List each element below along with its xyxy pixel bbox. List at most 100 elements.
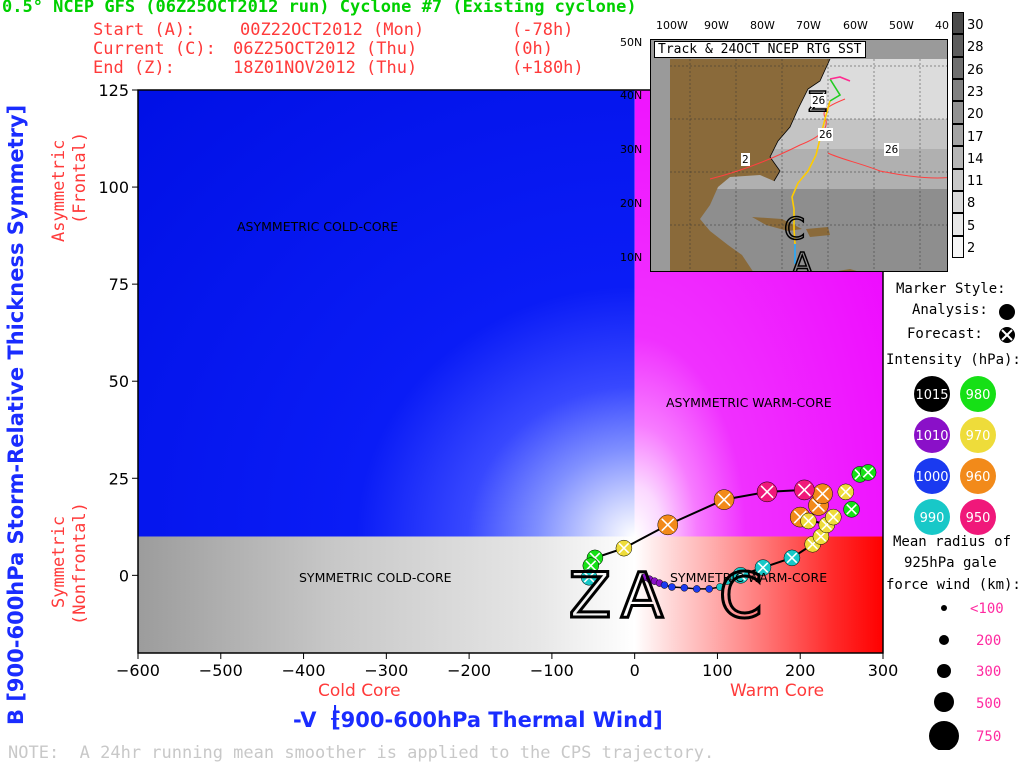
legend-intensity-label: 990 xyxy=(920,511,945,526)
x-tick-label: −500 xyxy=(199,661,243,680)
legend-intensity-960: 960 xyxy=(960,458,996,494)
y-tick-label: 0 xyxy=(119,566,129,585)
x-tick-label: −200 xyxy=(447,661,491,680)
forecast-point xyxy=(615,539,633,557)
colorbar-label: 23 xyxy=(967,84,984,100)
analysis-point xyxy=(668,583,676,591)
legend-intensity-950: 950 xyxy=(960,499,996,535)
inset-lon-5: 50W xyxy=(889,19,914,32)
x-axis-label-sup: L xyxy=(333,703,341,716)
legend-analysis-label: Analysis: xyxy=(912,302,988,318)
legend-radius-4: 750 xyxy=(976,729,1002,745)
legend-intensity-title: Intensity (hPa): xyxy=(886,352,1021,368)
colorbar-segment xyxy=(952,146,964,169)
start-offset: (-78h) xyxy=(512,20,574,40)
forecast-point xyxy=(713,489,735,510)
x-left-label: Cold Core xyxy=(318,681,401,701)
trajectory-letter-z: Z xyxy=(569,559,611,632)
x-axis-label-sub: T xyxy=(331,716,340,730)
analysis-point xyxy=(723,577,732,585)
legend-intensity-1015: 1015 xyxy=(914,376,950,412)
legend-radius-marker xyxy=(941,605,947,611)
inset-letter-a: A xyxy=(792,247,813,272)
legend-intensity-label: 1010 xyxy=(915,429,948,444)
y-axis-label: B [900-600hPa Storm-Relative Thickness S… xyxy=(4,104,28,725)
legend-intensity-label: 1000 xyxy=(915,470,948,485)
colorbar-segment xyxy=(952,34,964,57)
sst-label-3: 26 xyxy=(884,143,900,156)
y-tick-label: 50 xyxy=(109,372,129,391)
forecast-point xyxy=(843,501,860,518)
colorbar-segment xyxy=(952,79,964,102)
colorbar-label: 14 xyxy=(967,151,984,167)
legend-forecast-marker xyxy=(999,327,1015,343)
inset-lon-0: 100W xyxy=(656,19,688,32)
forecast-point xyxy=(754,559,772,576)
colorbar-label: 5 xyxy=(967,218,976,234)
analysis-point xyxy=(705,585,713,593)
forecast-point xyxy=(783,549,801,567)
colorbar-label: 30 xyxy=(967,18,984,33)
colorbar-segment xyxy=(952,123,964,147)
inset-lon-2: 80W xyxy=(750,19,775,32)
inset-map: A C Z xyxy=(650,39,948,272)
legend-radius-title-1: Mean radius of xyxy=(893,534,1012,550)
analysis-point xyxy=(693,585,701,593)
inset-map-drawing: A C Z xyxy=(670,58,947,272)
forecast-point xyxy=(800,512,817,530)
x-tick-label: 200 xyxy=(785,661,816,680)
legend-marker-style-title: Marker Style: xyxy=(896,281,1006,297)
inset-lat-2: 30N xyxy=(620,143,643,156)
legend-radius-marker xyxy=(937,664,951,678)
legend-intensity-label: 950 xyxy=(966,511,991,526)
quadrant-ll-label: SYMMETRIC COLD-CORE xyxy=(299,570,452,585)
legend-radius-marker xyxy=(934,692,954,712)
footer-note: NOTE: A 24hr running mean smoother is ap… xyxy=(8,743,715,763)
colorbar-segment xyxy=(952,190,964,214)
sst-label-2: 26 xyxy=(818,128,834,141)
x-right-label: Warm Core xyxy=(730,681,825,701)
quadrant-ul-label: ASYMMETRIC COLD-CORE xyxy=(237,219,399,234)
inset-lat-1: 40N xyxy=(620,89,643,102)
forecast-point xyxy=(812,483,833,505)
forecast-point xyxy=(859,464,877,481)
end-offset: (+180h) xyxy=(512,58,584,78)
current-offset: (0h) xyxy=(512,39,553,59)
forecast-point xyxy=(580,569,598,586)
legend-intensity-label: 970 xyxy=(966,429,991,444)
x-tick-label: 300 xyxy=(868,661,899,680)
forecast-point xyxy=(794,479,815,501)
current-time: 06Z25OCT2012 (Thu) xyxy=(233,39,418,59)
legend-radius-marker xyxy=(939,635,949,645)
legend-radius-1: 200 xyxy=(976,633,1002,649)
end-label: End (Z): xyxy=(93,58,175,78)
legend-analysis-marker xyxy=(999,304,1015,320)
sst-colorbar xyxy=(952,12,964,258)
colorbar-label: 28 xyxy=(967,40,984,56)
inset-lon-4: 60W xyxy=(843,19,868,32)
colorbar-segment xyxy=(952,235,964,258)
quadrant-lr-label: SYMMETRIC WARM-CORE xyxy=(670,570,828,585)
x-tick-label: 0 xyxy=(630,661,640,680)
trajectory-letter-c: C xyxy=(719,559,762,632)
inset-lon-6: 40 xyxy=(935,19,949,32)
land-hispaniola xyxy=(806,227,831,237)
legend-radius-3: 500 xyxy=(976,696,1002,712)
x-axis-label-text: -V [900-600hPa Thermal Wind] xyxy=(293,708,663,732)
trajectory-letter-a: A xyxy=(621,559,663,632)
x-tick-label: −300 xyxy=(364,661,408,680)
y-tick-label: 75 xyxy=(109,275,129,294)
legend-intensity-label: 980 xyxy=(966,388,991,403)
y-top-label-2: (Frontal) xyxy=(70,131,90,224)
y-top-label-1: Asymmetric xyxy=(49,139,69,242)
colorbar-segment xyxy=(952,168,964,191)
y-tick-label: 125 xyxy=(98,81,129,100)
land-cuba xyxy=(752,217,803,231)
legend-radius-0: <100 xyxy=(970,601,1004,617)
colorbar-label: 11 xyxy=(967,174,984,190)
start-time: 00Z22OCT2012 (Mon) xyxy=(240,20,425,40)
inset-letter-c: C xyxy=(784,212,805,247)
chart-title: 0.5° NCEP GFS (06Z25OCT2012 run) Cyclone… xyxy=(2,0,637,17)
x-tick-label: 100 xyxy=(702,661,733,680)
